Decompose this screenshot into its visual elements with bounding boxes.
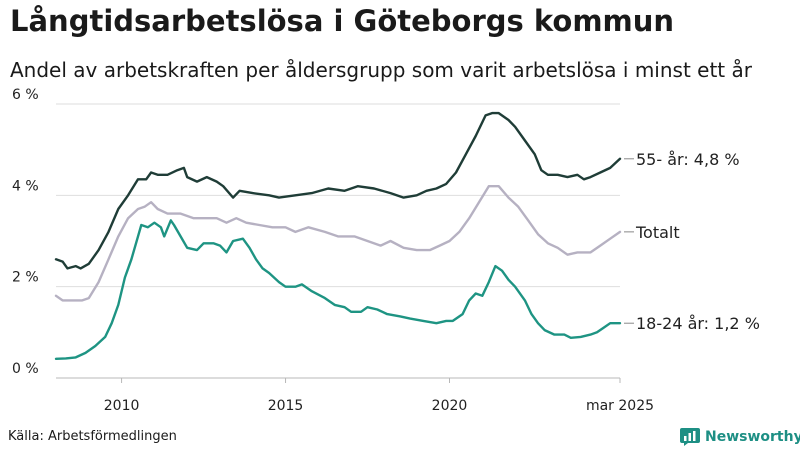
chart-title: Långtidsarbetslösa i Göteborgs kommun (10, 4, 675, 38)
source-note: Källa: Arbetsförmedlingen (8, 429, 177, 444)
x-axis: 2010 2015 2020 mar 2025 (104, 378, 654, 414)
grid-lines (56, 103, 620, 379)
series-end-label: 55- år: 4,8 % (636, 150, 740, 169)
series-line (54, 111, 622, 270)
series-lines (54, 111, 622, 360)
y-tick-label: 4 % (12, 178, 39, 194)
x-tick-label: mar 2025 (586, 398, 654, 414)
y-tick-label: 2 % (12, 270, 39, 286)
x-tick-label: 2020 (432, 398, 468, 414)
chart-subtitle: Andel av arbetskraften per åldersgrupp s… (10, 58, 752, 82)
y-axis: 0 % 2 % 4 % 6 % (12, 87, 39, 377)
brand: Newsworthy (680, 428, 800, 446)
series-line (54, 219, 622, 360)
x-tick-label: 2010 (104, 398, 140, 414)
y-tick-label: 6 % (12, 87, 39, 103)
newsworthy-logo-icon (680, 428, 700, 446)
series-line (54, 185, 622, 302)
series-end-label: 18-24 år: 1,2 % (636, 314, 760, 333)
series-end-label: Totalt (635, 223, 680, 242)
series-labels: 55- år: 4,8 % Totalt 18-24 år: 1,2 % (624, 150, 760, 333)
x-tick-label: 2015 (268, 398, 304, 414)
brand-name: Newsworthy (705, 429, 800, 445)
y-tick-label: 0 % (12, 361, 39, 377)
